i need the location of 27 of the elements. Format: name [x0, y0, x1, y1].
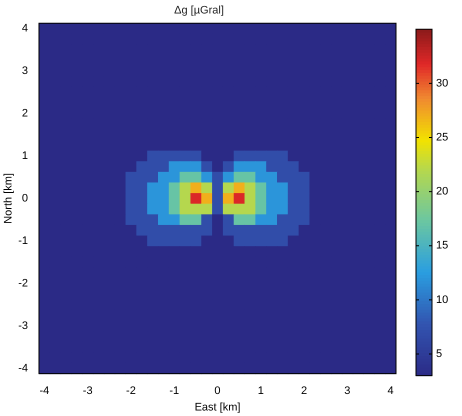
y-tick-label: 3	[22, 65, 28, 78]
x-tick-label: 1	[258, 385, 264, 398]
y-tick-label: -4	[18, 362, 28, 374]
y-tick-label: -3	[18, 320, 28, 332]
x-tick-label: -3	[82, 385, 93, 398]
y-tick-label: 2	[22, 107, 28, 120]
y-tick-label: 1	[22, 150, 28, 162]
y-tick-label: 0	[22, 192, 28, 204]
chart-title: Δg [µGral]	[174, 4, 224, 17]
x-tick-label: 2	[300, 385, 308, 398]
x-tick-label: -2	[126, 385, 136, 398]
y-tick-label: -1	[18, 234, 28, 247]
y-tick-label: -2	[18, 277, 28, 290]
color-bar-label: 15	[436, 240, 448, 252]
x-tick-label: 0	[214, 385, 221, 398]
color-bar-label: 5	[436, 348, 442, 360]
color-bar-label: 10	[436, 294, 448, 306]
x-axis-title: East [km]	[194, 401, 240, 414]
y-axis-title: North [km]	[2, 173, 15, 224]
x-tick-label: 3	[344, 385, 350, 398]
x-tick-label: -4	[40, 385, 50, 398]
color-bar-label: 25	[436, 131, 448, 144]
color-bar-label: 20	[436, 186, 448, 198]
x-tick-label: -1	[169, 385, 180, 398]
y-tick-label: 4	[22, 22, 28, 35]
x-tick-label: 4	[388, 385, 394, 398]
color-bar-label: 30	[436, 77, 448, 90]
